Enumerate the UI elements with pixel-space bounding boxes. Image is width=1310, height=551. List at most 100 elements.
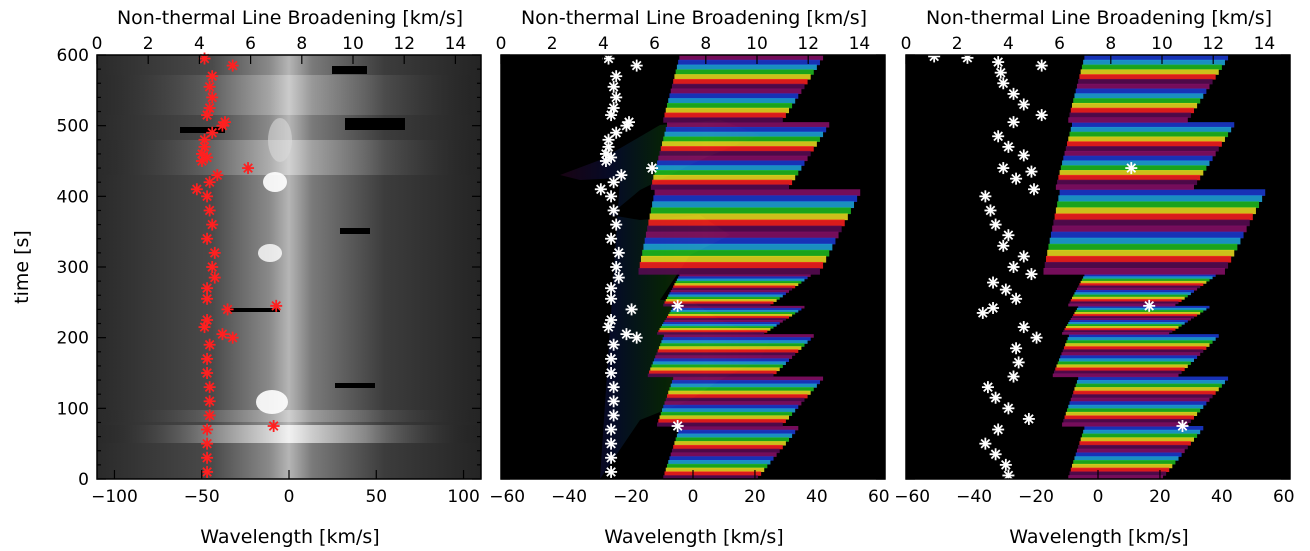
- asterisk-point: [599, 155, 612, 167]
- asterisk-point: [987, 301, 1000, 314]
- heat-cell: [1054, 370, 1182, 375]
- heat-cell: [1058, 174, 1201, 181]
- right-markers: [928, 50, 1189, 482]
- heat-cell: [649, 213, 848, 221]
- top-tick-label: 0: [901, 34, 912, 54]
- heat-cell: [1052, 373, 1179, 378]
- heat-cell: [1071, 102, 1198, 109]
- heat-cell: [1073, 460, 1176, 465]
- asterisk-point: [1143, 299, 1156, 312]
- heat-cell: [1067, 141, 1222, 147]
- heat-cell: [1068, 322, 1185, 325]
- heat-cell: [1057, 179, 1198, 186]
- heat-cell: [643, 243, 833, 251]
- heat-cell: [1057, 201, 1260, 209]
- heat-cell: [665, 467, 765, 473]
- asterisk-point: [610, 70, 623, 83]
- heat-cell: [1063, 346, 1207, 350]
- asterisk-point: [987, 276, 1000, 289]
- heat-cell: [1078, 285, 1201, 289]
- heat-cell: [673, 305, 805, 309]
- heat-cell: [1054, 213, 1253, 221]
- heat-cell: [1055, 184, 1194, 190]
- heat-cell: [1047, 249, 1235, 257]
- heat-cell: [1079, 441, 1191, 446]
- heat-cell: [663, 404, 799, 409]
- asterisk-point: [1007, 261, 1020, 273]
- heat-cell: [658, 155, 808, 162]
- asterisk-point: [1017, 149, 1030, 162]
- left-y-axis-title: time [s]: [11, 230, 33, 304]
- asterisk-point: [203, 204, 216, 217]
- heat-cell: [1080, 280, 1207, 284]
- asterisk-point: [1022, 412, 1035, 425]
- heat-cell: [665, 126, 827, 133]
- heat-cell: [661, 340, 808, 344]
- heat-cell: [673, 285, 796, 289]
- heat-cell: [652, 361, 786, 366]
- asterisk-point: [610, 126, 623, 139]
- heat-cell: [659, 415, 789, 420]
- asterisk-point: [1012, 356, 1025, 369]
- heat-cell: [666, 296, 780, 300]
- top-tick-label: 4: [1003, 34, 1014, 54]
- heat-cell: [671, 448, 780, 454]
- heat-cell: [1071, 394, 1213, 399]
- left-markers: [190, 52, 283, 478]
- heat-cell: [663, 136, 820, 142]
- asterisk-point: [605, 352, 618, 365]
- heat-cell: [670, 88, 802, 94]
- asterisk-point: [201, 437, 214, 450]
- heat-cell: [1078, 78, 1213, 85]
- heat-cell: [664, 471, 762, 476]
- heat-cell: [679, 274, 811, 277]
- heat-cell: [666, 315, 789, 319]
- top-tick-label: 8: [296, 34, 307, 54]
- heat-cell: [1068, 303, 1176, 307]
- heat-cell: [668, 460, 771, 465]
- asterisk-point: [1007, 370, 1020, 383]
- right-ticks: −60 −40 −20 0 20 40 60 0 2 4 6 8 10 12 14: [894, 34, 1294, 507]
- top-tick-label: 4: [194, 34, 205, 54]
- bottom-tick-label: 20: [1149, 487, 1171, 507]
- asterisk-point: [605, 437, 618, 450]
- heat-cell: [1076, 287, 1198, 291]
- heat-cell: [660, 411, 793, 416]
- heat-cell: [1063, 155, 1213, 162]
- heat-cell: [663, 322, 780, 325]
- asterisk-point: [979, 190, 992, 203]
- heat-cell: [1074, 387, 1219, 392]
- asterisk-point: [602, 321, 615, 334]
- heat-cell: [1061, 352, 1201, 356]
- asterisk-point: [992, 423, 1005, 436]
- asterisk-point: [1017, 98, 1030, 111]
- panel-middle: −60 −40 −20 0 20 40 60 0 2 4 6 8 10 12 14 Non-thermal …: [489, 7, 889, 548]
- heat-cell: [674, 283, 799, 287]
- heat-cell: [659, 328, 771, 331]
- heat-cell: [1074, 311, 1201, 315]
- heat-cell: [671, 307, 802, 311]
- heat-cell: [666, 122, 830, 128]
- heat-cell: [1048, 243, 1238, 251]
- heat-cell: [671, 287, 793, 291]
- heat-cell: [1065, 343, 1210, 347]
- heat-cell: [1070, 397, 1210, 402]
- top-tick-label: 10: [746, 34, 768, 54]
- heat-cell: [650, 184, 789, 190]
- heat-cell: [1050, 231, 1244, 239]
- heat-cell: [669, 456, 774, 461]
- asterisk-point: [267, 420, 280, 432]
- top-tick-label: 12: [1202, 34, 1224, 54]
- heat-cell: [670, 289, 789, 293]
- top-tick-label: 10: [342, 34, 364, 54]
- heat-cell: [1080, 437, 1194, 442]
- heat-cell: [674, 74, 811, 80]
- heat-cell: [1070, 317, 1191, 321]
- bottom-tick-label: −50: [184, 487, 220, 507]
- asterisk-point: [206, 70, 219, 83]
- heat-cell: [658, 346, 802, 350]
- heat-cell: [1073, 294, 1188, 298]
- heat-cell: [652, 201, 855, 209]
- right-heatmap: [1043, 55, 1266, 480]
- heat-cell: [674, 441, 786, 446]
